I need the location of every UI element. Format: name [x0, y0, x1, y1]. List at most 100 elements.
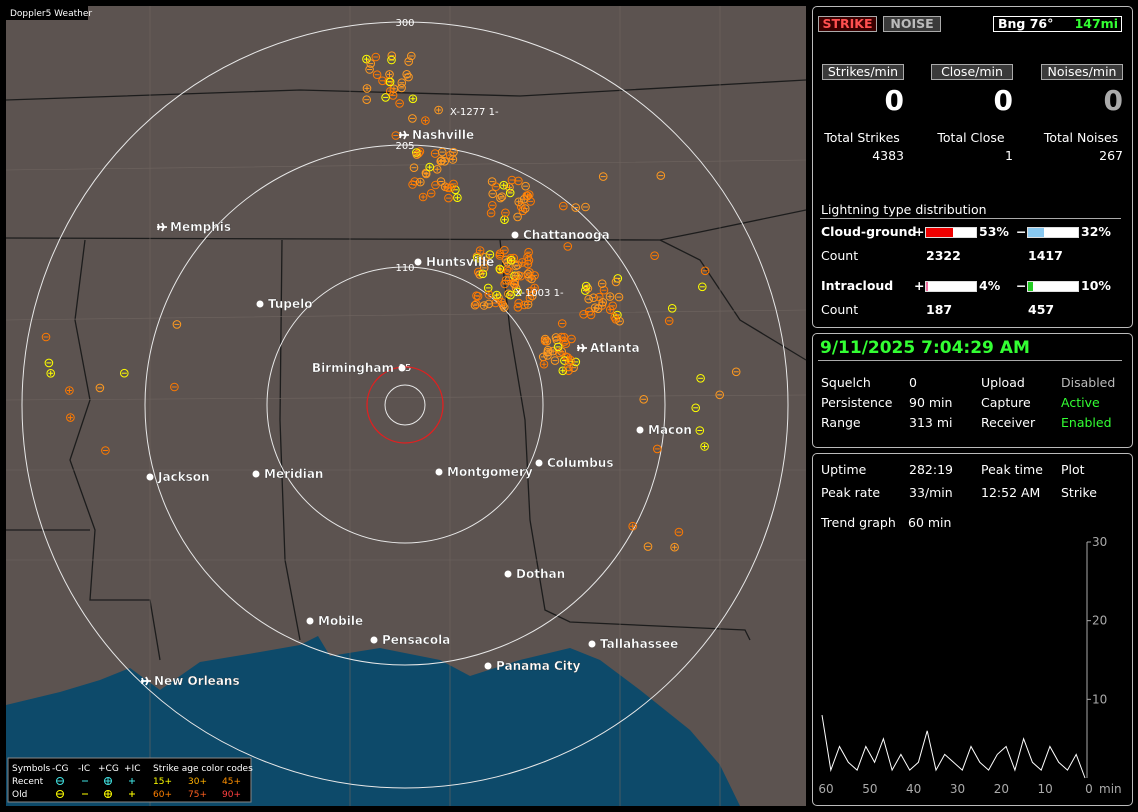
city-label: Jackson [157, 470, 210, 484]
strike [495, 264, 505, 274]
rate-value: 0 [884, 84, 904, 117]
strike [418, 192, 428, 202]
legend-box [7, 757, 252, 803]
strike [501, 208, 510, 218]
strike-button[interactable]: STRIKE [818, 16, 877, 32]
strike [528, 291, 537, 301]
total-value: 1 [1005, 148, 1013, 163]
setting-value: Enabled [1061, 415, 1112, 430]
city-label: Nashville [412, 128, 474, 142]
strike [525, 293, 535, 303]
strike [500, 279, 510, 289]
strike [484, 299, 494, 309]
airport-icon [141, 676, 151, 686]
strike [404, 72, 413, 82]
status-panel [812, 6, 1133, 328]
strike [397, 78, 407, 87]
strike [550, 356, 560, 365]
strike [695, 426, 705, 435]
city-dot [252, 470, 260, 478]
x-tick-label: 50 [862, 782, 877, 796]
strike-sign [434, 166, 440, 172]
strike [521, 181, 530, 191]
strike [472, 291, 481, 301]
strike-sign [422, 118, 428, 124]
strike [557, 319, 567, 328]
strike-sign [417, 179, 423, 185]
strike-sign [423, 171, 429, 177]
strike [402, 70, 412, 79]
rate-button[interactable]: Close/min [931, 64, 1013, 80]
city-dot [484, 662, 492, 670]
rate-button[interactable]: Noises/min [1041, 64, 1123, 80]
strike [513, 212, 522, 222]
city-label: Dothan [516, 567, 565, 581]
legend-col: +CG [98, 764, 119, 774]
strike-sign [519, 259, 525, 265]
strike [434, 105, 443, 115]
strike [583, 284, 593, 293]
noise-button[interactable]: NOISE [883, 16, 941, 32]
x-tick-label: 40 [906, 782, 921, 796]
strike [509, 253, 519, 263]
strike [584, 294, 594, 304]
strike [516, 202, 526, 212]
strike-sign [420, 194, 426, 200]
legend-col: +IC [124, 764, 140, 774]
strike [101, 446, 110, 455]
strike [513, 260, 522, 270]
stat-text: Uptime [821, 462, 867, 477]
strike-sign [66, 388, 72, 393]
strike [172, 320, 182, 329]
city-dot [636, 426, 644, 434]
strike [605, 292, 615, 301]
strike [421, 116, 430, 125]
strike-sign [486, 292, 492, 297]
strike [44, 358, 54, 368]
strike [416, 177, 425, 187]
sign: − [1016, 278, 1027, 293]
strike [395, 99, 404, 108]
legend-age: 75+ [188, 790, 207, 800]
percent-fill [1028, 282, 1033, 291]
strike [731, 367, 741, 377]
strike [597, 279, 607, 289]
strike [548, 346, 558, 356]
strike [715, 390, 725, 400]
strike-sign [560, 368, 566, 374]
strike [485, 250, 495, 259]
strike [674, 527, 684, 537]
strike-layer [41, 51, 741, 552]
strike-sign [541, 361, 547, 367]
rate-value: 0 [993, 84, 1013, 117]
strike [561, 339, 571, 349]
setting-label: Upload [981, 375, 1025, 390]
annotation: X-1277 1- [450, 107, 499, 118]
city-dot [511, 231, 519, 239]
strike-sign [477, 248, 483, 254]
strike-sign [436, 107, 442, 113]
bearing-box [993, 16, 1122, 32]
legend-row: Recent [12, 777, 44, 787]
strike [499, 303, 509, 312]
city-label: Birmingham [312, 361, 394, 375]
city-dot [398, 364, 406, 372]
strike [385, 77, 395, 87]
strike-sign [48, 370, 54, 376]
strike-sign [387, 88, 393, 94]
strike [555, 348, 564, 358]
strike-sign [702, 444, 708, 449]
city-label: Mobile [318, 614, 363, 628]
strike [700, 442, 709, 451]
strike [511, 271, 521, 281]
rate-button[interactable]: Strikes/min [822, 64, 904, 80]
stat-text: Strike [1061, 485, 1097, 500]
strike [610, 312, 620, 322]
legend-col: -IC [78, 764, 90, 774]
strike [520, 204, 530, 213]
city-label: Tupelo [268, 297, 313, 311]
strike [385, 87, 395, 96]
count-value: 187 [926, 302, 953, 317]
city-label: Meridian [264, 467, 323, 481]
